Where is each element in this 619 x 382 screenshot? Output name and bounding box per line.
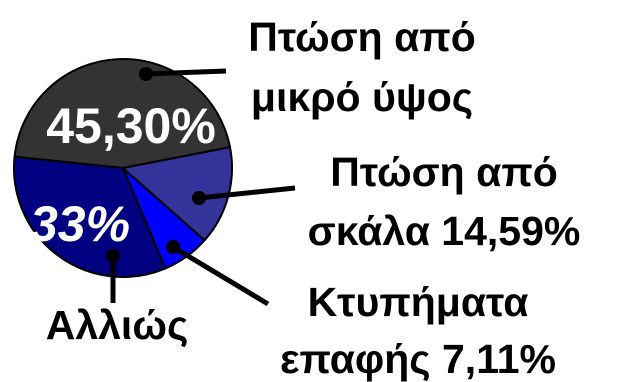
category-label-slice-1-line-1: Πτώση από (330, 149, 558, 195)
leader-line-slice-1-dot (192, 191, 206, 205)
category-label-slice-0-line-2: μικρό ύψος (251, 74, 473, 120)
leader-line-slice-2 (171, 244, 270, 307)
category-label-slice-3: Αλλιώς (46, 302, 189, 348)
leader-line-slice-1 (198, 185, 296, 201)
category-label-slice-0-line-1: Πτώση από (248, 14, 476, 60)
data-label-slice-0: 45,30% (46, 98, 216, 154)
leader-line-slice-0-dot (139, 67, 153, 81)
leader-line-slice-3-dot (106, 249, 120, 263)
data-label-slice-3: 33% (30, 196, 130, 252)
pie-slice-0 (13, 58, 232, 170)
leader-lines (106, 67, 296, 307)
leader-line-slice-2-dot (166, 240, 180, 254)
category-label-slice-2-line-2: επαφής 7,11% (280, 336, 556, 382)
pie-slice-3 (13, 155, 167, 278)
category-label-slice-1-line-2: σκάλα 14,59% (308, 208, 581, 254)
pie-slices (13, 58, 233, 278)
category-label-slice-2-line-1: Κτυπήματα (308, 279, 529, 325)
leader-line-slice-0 (145, 68, 227, 77)
